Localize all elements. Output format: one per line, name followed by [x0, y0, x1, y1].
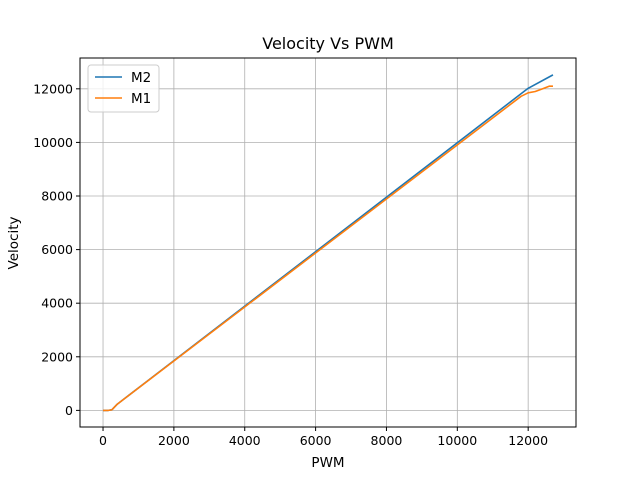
grid-lines	[80, 58, 576, 427]
y-tick-label: 6000	[41, 242, 73, 257]
x-tick-label: 8000	[371, 433, 403, 448]
y-tick-label: 4000	[41, 296, 73, 311]
y-tick-label: 10000	[33, 135, 73, 150]
legend-label-m1: M1	[131, 91, 151, 107]
series-line-m1	[103, 85, 553, 412]
x-tick-label: 0	[99, 433, 107, 448]
series-lines	[103, 74, 554, 412]
y-tick-label: 12000	[33, 81, 73, 96]
y-axis-label: Velocity	[6, 217, 22, 270]
x-tick-label: 6000	[300, 433, 332, 448]
x-axis-ticks: 0 2000 4000 6000 8000 10000 12000	[99, 427, 548, 448]
x-tick-label: 2000	[158, 433, 190, 448]
y-tick-label: 2000	[41, 349, 73, 364]
x-axis-label: PWM	[311, 455, 344, 471]
y-tick-label: 0	[65, 403, 73, 418]
legend-label-m2: M2	[131, 70, 151, 86]
y-axis-ticks: 0 2000 4000 6000 8000 10000 12000	[33, 81, 80, 418]
x-tick-label: 12000	[508, 433, 548, 448]
plot-frame	[79, 57, 577, 428]
chart-title: Velocity Vs PWM	[262, 34, 394, 53]
x-tick-label: 4000	[229, 433, 261, 448]
y-tick-label: 8000	[41, 189, 73, 204]
x-tick-label: 10000	[437, 433, 477, 448]
